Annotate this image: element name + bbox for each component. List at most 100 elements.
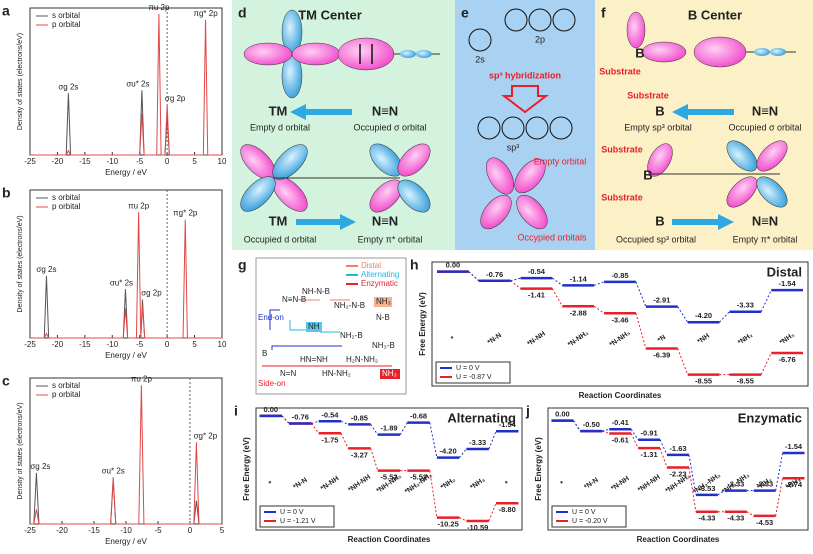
label: B xyxy=(643,167,652,182)
lobe xyxy=(240,144,276,180)
label: Occypied orbitals xyxy=(517,232,587,242)
x-axis-label: Energy / eV xyxy=(105,351,147,360)
panel-letter: f xyxy=(601,5,606,21)
value-label: -2.88 xyxy=(570,308,587,317)
y-axis-label: Free Energy (eV) xyxy=(418,292,427,356)
panel-title: B Center xyxy=(688,7,742,22)
connector xyxy=(370,448,379,471)
lobe xyxy=(647,143,673,177)
highlight xyxy=(374,297,392,307)
annotation: σu* 2s xyxy=(102,466,125,475)
value-label: -8.80 xyxy=(499,505,516,514)
x-tick-label: 0 xyxy=(188,526,193,535)
connector xyxy=(573,420,581,432)
caption: Empty π* orbital xyxy=(733,234,798,244)
value-label: -0.54 xyxy=(528,267,546,276)
panel-letter: g xyxy=(238,257,247,273)
x-category-label: *N-NH xyxy=(610,475,631,492)
value-label: -4.33 xyxy=(698,514,715,523)
panel-e: e 2s 2p sp³ hybridization sp³ Empty orbi… xyxy=(455,0,595,250)
x-tick-label: -20 xyxy=(52,340,64,349)
highlight xyxy=(380,369,400,379)
x-tick-label: 10 xyxy=(218,340,227,349)
connector xyxy=(746,511,754,517)
connector xyxy=(717,490,726,496)
orbital-box xyxy=(468,28,492,52)
x-tick-label: -20 xyxy=(52,157,64,166)
connector xyxy=(677,306,689,323)
lobe xyxy=(514,158,546,194)
connector xyxy=(551,288,563,307)
label: Substrate xyxy=(601,192,643,202)
dos-line xyxy=(30,275,222,339)
value-label: -4.20 xyxy=(695,311,712,320)
x-category-label: *N-NH₃ xyxy=(609,330,632,349)
annotation: σg 2p xyxy=(165,94,186,103)
dos-line xyxy=(30,472,222,525)
connector xyxy=(635,281,647,307)
value-label: -3.27 xyxy=(351,450,368,459)
value-label: -0.76 xyxy=(292,412,309,421)
annotation: πg* 2p xyxy=(173,209,198,218)
orbital-box xyxy=(501,116,525,140)
orbital-box xyxy=(528,8,552,32)
legend-box xyxy=(259,505,335,528)
connector xyxy=(760,352,772,375)
lobe xyxy=(626,11,646,49)
value-label: -1.31 xyxy=(641,450,658,459)
value-label: -2.91 xyxy=(653,296,670,305)
label: N≡N xyxy=(372,213,398,228)
annotation: πu 2p xyxy=(148,3,170,12)
value-label: -0.76 xyxy=(486,270,503,279)
legend-label: p orbital xyxy=(52,20,81,29)
value-label: -0.50 xyxy=(583,420,600,429)
connector xyxy=(635,313,647,349)
value-label: -1.63 xyxy=(669,444,686,453)
plot-frame xyxy=(547,407,809,531)
panel-letter: h xyxy=(410,257,419,273)
x-category-label: *N xyxy=(657,334,667,344)
dos-line xyxy=(30,13,222,156)
lobe xyxy=(756,140,788,172)
x-category-label: *N-N xyxy=(583,477,599,491)
x-tick-label: -15 xyxy=(79,157,91,166)
value-label: -3.33 xyxy=(737,301,754,310)
connector xyxy=(429,422,438,458)
y-axis-label: Density of states (electrons/eV) xyxy=(17,33,24,130)
connector xyxy=(488,503,497,522)
lobe xyxy=(243,42,293,66)
connector xyxy=(630,433,639,449)
highlight xyxy=(306,322,322,332)
x-category-label: *N-NH xyxy=(526,330,547,347)
panel-letter: j xyxy=(525,403,530,419)
label: Side-on xyxy=(258,379,286,388)
value-label: -1.54 xyxy=(785,442,803,451)
y-axis-label: Free Energy (eV) xyxy=(242,437,251,501)
node: HN-NH₂ xyxy=(322,369,351,378)
orbital-box xyxy=(549,116,573,140)
caption: Empty π* orbital xyxy=(358,234,423,244)
lobe xyxy=(726,176,758,208)
value-label: -10.59 xyxy=(467,523,488,532)
node: NH₂-N-B xyxy=(334,301,365,310)
label: sp³ hybridization xyxy=(489,70,561,80)
connector xyxy=(593,281,605,286)
chart-title: Alternating xyxy=(447,410,516,425)
x-axis-label: Reaction Coordinates xyxy=(637,535,720,544)
x-tick-label: -25 xyxy=(24,340,36,349)
connector xyxy=(510,280,521,290)
value-label: -8.55 xyxy=(737,377,754,386)
node: N-B xyxy=(376,313,390,322)
connector xyxy=(468,271,480,282)
annotation: σu* 2s xyxy=(110,278,133,287)
value-label: -8.55 xyxy=(695,377,712,386)
value-label: -0.61 xyxy=(612,435,629,444)
label: N≡N xyxy=(752,213,778,228)
connector xyxy=(659,439,668,456)
label: N≡N xyxy=(752,103,778,118)
caption: Empty d orbital xyxy=(250,122,310,132)
value-label: -0.85 xyxy=(611,271,628,280)
connector xyxy=(311,423,320,434)
value-label: -1.54 xyxy=(779,279,797,288)
legend-label: s orbital xyxy=(52,381,80,390)
